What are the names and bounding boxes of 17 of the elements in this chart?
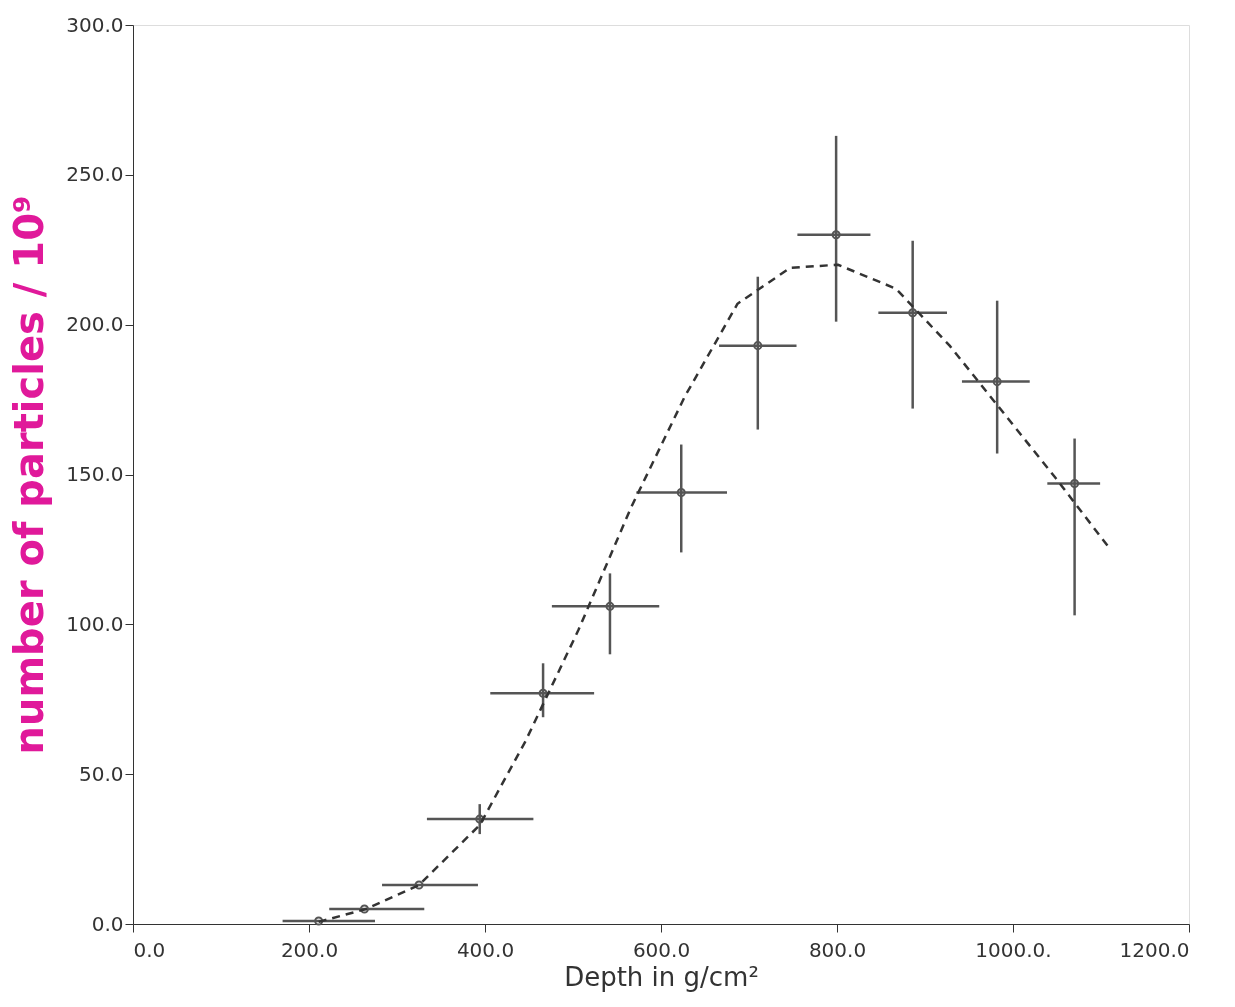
y-tick-label: 100.0 <box>66 611 124 636</box>
x-tick-label: 400.0 <box>456 937 515 962</box>
x-tick-label: 1000.0. <box>975 937 1052 962</box>
x-axis-title: Depth in g/cm² <box>564 961 759 992</box>
y-tick-label: 150.0 <box>66 462 124 486</box>
y-tick-label: 50.0 <box>78 761 124 786</box>
x-tick-label: 800.0 <box>808 937 867 962</box>
x-tick-label: 200.0 <box>280 937 339 962</box>
line-series <box>317 263 1110 924</box>
y-tick-label: 250.0 <box>66 162 124 187</box>
x-tick-label: 0.0 <box>133 937 166 962</box>
x-tick-label: 1200.0 <box>1119 937 1190 962</box>
x-tick-label: 600.0 <box>632 937 691 962</box>
y-axis-title: number of particles / 10⁹ <box>6 195 53 755</box>
y-tick-label: 200.0 <box>66 312 124 337</box>
y-tick-label: 0.0 <box>91 911 124 936</box>
y-tick-label: 300.0 <box>66 12 124 37</box>
